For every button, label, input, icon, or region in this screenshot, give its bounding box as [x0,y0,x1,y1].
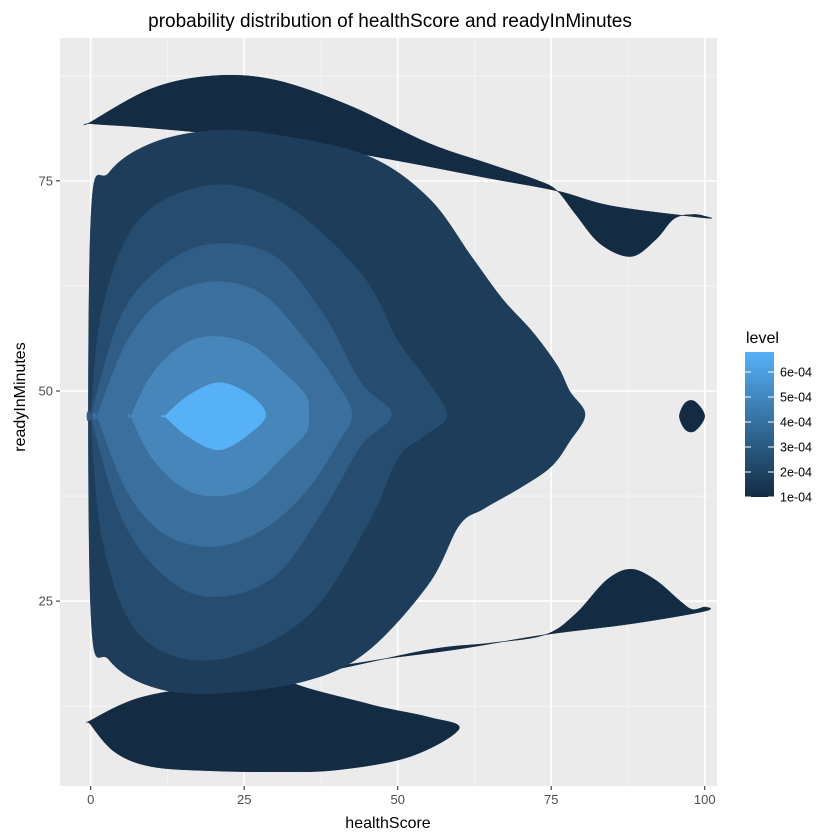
x-tick-label: 100 [694,792,716,807]
y-tick-label: 50 [39,383,53,398]
x-tick-label: 75 [544,792,558,807]
legend-label: 4e-04 [780,416,812,430]
x-tick-label: 25 [237,792,251,807]
y-tick-label: 75 [39,173,53,188]
legend-colorbar [745,352,774,497]
legend-ticks: 1e-04 2e-04 3e-04 4e-04 5e-04 6e-04 [745,366,812,505]
x-axis: 0 25 50 75 100 [87,786,716,807]
y-axis: 25 50 75 [39,173,60,609]
y-axis-label: readyInMinutes [12,342,29,451]
legend-label: 3e-04 [780,441,812,455]
chart-title: probability distribution of healthScore … [148,11,632,32]
density-band-1-region-2 [85,568,711,773]
legend-title: level [746,330,779,347]
legend-label: 6e-04 [780,366,812,380]
x-axis-label: healthScore [345,815,430,832]
y-tick-label: 25 [39,594,53,609]
x-tick-label: 50 [390,792,404,807]
density-bands [83,74,713,773]
legend-label: 1e-04 [780,491,812,505]
density-band-7-region-1 [161,382,266,451]
legend: level 1e-04 2e-04 3e-04 4e-04 5e-04 6e-04 [745,330,812,505]
legend-label: 2e-04 [780,466,812,480]
x-tick-label: 0 [87,792,94,807]
legend-label: 5e-04 [780,391,812,405]
density-band-1-region-3 [679,400,705,433]
